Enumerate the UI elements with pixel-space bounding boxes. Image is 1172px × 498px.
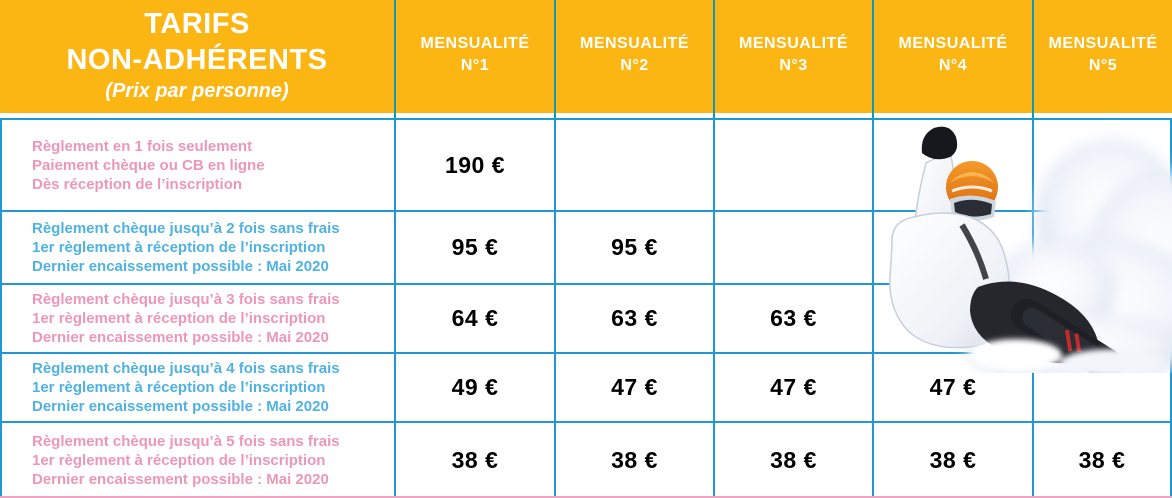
payment-option-label: Règlement chèque jusqu’à 4 fois sans fra… [2,354,394,421]
column-header-label: MENSUALITÉ [420,35,530,52]
price-cell: 38 € [872,423,1032,498]
price-cell: 38 € [394,423,554,498]
pricing-row-3-fois: Règlement chèque jusqu’à 3 fois sans fra… [2,285,1170,354]
column-header-number: N°4 [938,57,968,74]
label-line: Dernier encaissement possible : Mai 2020 [32,258,329,275]
price-cell: 63 € [713,285,872,352]
pricing-row-4-fois: Règlement chèque jusqu’à 4 fois sans fra… [2,354,1170,423]
column-header-mensualite-2: MENSUALITÉ N°2 [554,0,713,118]
table-title-line2: NON-ADHÉRENTS [66,44,328,76]
label-line: Règlement chèque jusqu’à 4 fois sans fra… [32,360,340,377]
label-line: 1er règlement à réception de l’inscripti… [32,452,326,469]
label-line: 1er règlement à réception de l’inscripti… [32,310,326,327]
label-line: Dernier encaissement possible : Mai 2020 [32,329,329,346]
price-cell [554,120,713,210]
price-cell: 95 € [554,212,713,283]
table-header-row: TARIFS NON-ADHÉRENTS (Prix par personne)… [0,0,1172,118]
price-cell [872,212,1032,283]
pricing-row-2-fois: Règlement chèque jusqu’à 2 fois sans fra… [2,212,1170,285]
price-cell: 47 € [872,354,1032,421]
price-cell: 64 € [394,285,554,352]
price-cell [1032,212,1170,283]
label-line: Dès réception de l’inscription [32,175,243,193]
label-line: 1er règlement à réception de l’inscripti… [32,379,326,396]
column-header-number: N°2 [620,57,649,74]
price-cell: 47 € [713,354,872,421]
price-cell: 38 € [713,423,872,498]
bottom-accent-line [0,496,1172,498]
price-cell: 49 € [394,354,554,421]
table-title-cell: TARIFS NON-ADHÉRENTS (Prix par personne) [0,0,394,118]
price-cell: 38 € [1032,423,1170,498]
column-header-mensualite-4: MENSUALITÉ N°4 [872,0,1032,118]
column-header-mensualite-5: MENSUALITÉ N°5 [1032,0,1172,118]
price-cell [1032,354,1170,421]
pricing-row-1-fois: Règlement en 1 fois seulement Paiement c… [2,120,1170,212]
table-title-line1: TARIFS [144,8,250,40]
column-header-label: MENSUALITÉ [580,35,689,52]
column-header-number: N°5 [1088,57,1118,74]
label-line: Dernier encaissement possible : Mai 2020 [32,471,329,488]
price-cell: 38 € [554,423,713,498]
payment-option-label: Règlement chèque jusqu’à 5 fois sans fra… [2,423,394,498]
price-cell: 190 € [394,120,554,210]
column-header-mensualite-1: MENSUALITÉ N°1 [394,0,554,118]
label-line: Règlement en 1 fois seulement [32,137,253,155]
label-line: Règlement chèque jusqu’à 5 fois sans fra… [32,433,340,450]
label-line: Règlement chèque jusqu’à 2 fois sans fra… [32,220,340,237]
column-header-number: N°3 [779,57,808,74]
price-cell [713,212,872,283]
payment-option-label: Règlement chèque jusqu’à 2 fois sans fra… [2,212,394,283]
column-header-number: N°1 [460,57,490,74]
price-cell: 95 € [394,212,554,283]
price-cell [1032,285,1170,352]
price-cell [872,285,1032,352]
column-header-label: MENSUALITÉ [898,35,1008,52]
label-line: 1er règlement à réception de l’inscripti… [32,239,326,256]
pricing-row-5-fois: Règlement chèque jusqu’à 5 fois sans fra… [2,423,1170,498]
table-body: Règlement en 1 fois seulement Paiement c… [0,118,1172,498]
label-line: Paiement chèque ou CB en ligne [32,156,265,174]
table-subtitle: (Prix par personne) [105,80,289,102]
column-header-label: MENSUALITÉ [739,35,848,52]
price-cell [713,120,872,210]
label-line: Règlement chèque jusqu’à 3 fois sans fra… [32,291,340,308]
price-cell: 63 € [554,285,713,352]
payment-option-label: Règlement en 1 fois seulement Paiement c… [2,120,394,210]
price-cell [872,120,1032,210]
column-header-label: MENSUALITÉ [1048,35,1158,52]
price-cell [1032,120,1170,210]
column-header-mensualite-3: MENSUALITÉ N°3 [713,0,872,118]
label-line: Dernier encaissement possible : Mai 2020 [32,398,329,415]
price-cell: 47 € [554,354,713,421]
payment-option-label: Règlement chèque jusqu’à 3 fois sans fra… [2,285,394,352]
